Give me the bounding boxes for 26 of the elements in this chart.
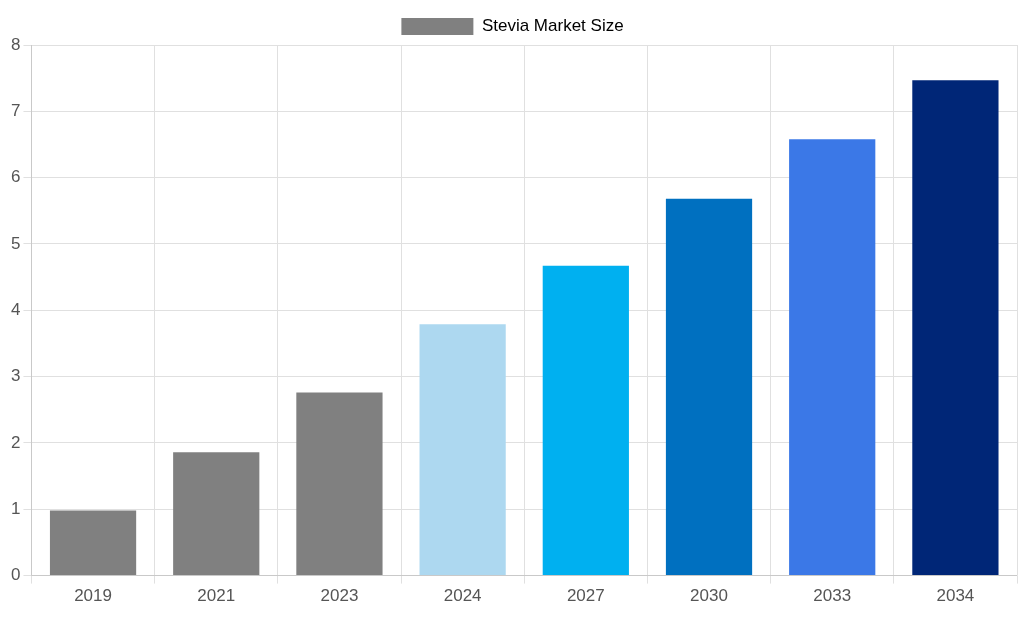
bar xyxy=(296,392,383,576)
legend-label: Stevia Market Size xyxy=(481,16,624,36)
y-tick-label: 6 xyxy=(10,167,21,187)
y-tick-label: 3 xyxy=(10,366,21,386)
bar xyxy=(49,510,137,576)
y-tick-label: 7 xyxy=(10,101,21,121)
bar xyxy=(789,139,876,576)
bar xyxy=(542,265,629,576)
x-tick-label: 2024 xyxy=(443,586,482,606)
y-tick-label: 0 xyxy=(10,565,21,585)
y-tick-label: 5 xyxy=(10,233,21,253)
bar xyxy=(419,324,506,576)
x-tick-label: 2019 xyxy=(74,586,112,606)
x-tick-label: 2030 xyxy=(690,586,728,606)
bar xyxy=(665,198,753,576)
y-tick-label: 4 xyxy=(10,299,21,319)
bar xyxy=(912,80,999,576)
x-tick-label: 2027 xyxy=(566,586,605,606)
y-tick-label: 2 xyxy=(10,432,21,452)
y-tick-label: 8 xyxy=(10,34,21,54)
y-tick-label: 1 xyxy=(10,498,21,518)
bar xyxy=(173,452,260,576)
x-tick-label: 2021 xyxy=(197,586,236,606)
x-tick-label: 2034 xyxy=(936,586,975,606)
x-tick-label: 2023 xyxy=(320,586,359,606)
x-tick-label: 2033 xyxy=(813,586,852,606)
